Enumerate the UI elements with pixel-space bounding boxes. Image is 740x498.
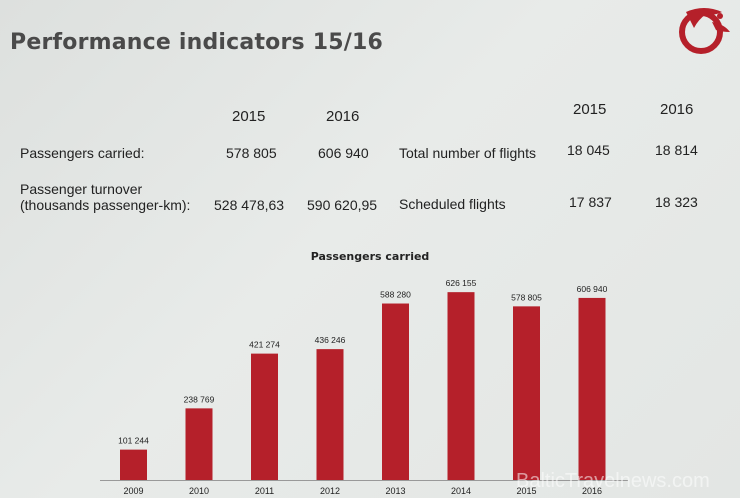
data-label-2009: 101 244 — [118, 436, 149, 446]
airline-logo-icon — [679, 8, 730, 54]
bar-2009 — [120, 449, 147, 480]
total-flights-2016: 18 814 — [655, 142, 698, 158]
bar-2012 — [316, 349, 344, 480]
passengers-carried-label: Passengers carried: — [20, 145, 145, 161]
data-label-2016: 606 940 — [577, 284, 608, 294]
left-year-2016: 2016 — [326, 108, 360, 125]
x-tick-2011: 2011 — [255, 486, 274, 496]
scheduled-flights-2016: 18 323 — [655, 194, 698, 210]
data-label-2011: 421 274 — [249, 340, 280, 350]
bar-2010 — [185, 408, 213, 480]
data-label-2015: 578 805 — [511, 292, 542, 302]
x-tick-2015: 2015 — [516, 486, 536, 496]
total-flights-2015: 18 045 — [567, 142, 610, 158]
right-year-2016: 2016 — [660, 101, 694, 118]
page-title: Performance indicators 15/16 — [10, 30, 383, 55]
bar-2013 — [382, 303, 409, 480]
bar-2015 — [513, 306, 540, 480]
x-tick-2016: 2016 — [582, 486, 602, 496]
right-year-2015: 2015 — [573, 101, 607, 118]
left-year-2015: 2015 — [232, 108, 266, 125]
x-tick-2014: 2014 — [451, 486, 471, 496]
scheduled-flights-2015: 17 837 — [569, 194, 612, 210]
x-tick-2009: 2009 — [123, 486, 143, 496]
bar-2011 — [251, 353, 278, 480]
scheduled-flights-label: Scheduled flights — [399, 196, 506, 212]
watermark: BalticTravelnews.com — [516, 470, 710, 492]
x-tick-2012: 2012 — [320, 486, 340, 496]
passenger-turnover-2015: 528 478,63 — [214, 197, 285, 213]
bar-2016 — [578, 297, 606, 480]
x-tick-2013: 2013 — [385, 486, 405, 496]
passengers-carried-2016: 606 940 — [318, 145, 369, 161]
total-flights-label: Total number of flights — [399, 145, 536, 161]
data-label-2012: 436 246 — [315, 335, 346, 345]
passenger-turnover-label-line1: Passenger turnover — [20, 181, 143, 197]
chart-title: Passengers carried — [310, 250, 430, 263]
data-label-2014: 626 155 — [446, 278, 477, 288]
passenger-turnover-label-line2: (thousands passenger-km): — [20, 197, 191, 213]
passenger-turnover-2016: 590 620,95 — [307, 197, 378, 213]
x-tick-2010: 2010 — [189, 486, 209, 496]
data-label-2013: 588 280 — [380, 290, 411, 300]
data-label-2010: 238 769 — [184, 394, 215, 404]
bar-2014 — [447, 292, 475, 480]
passengers-carried-2015: 578 805 — [226, 145, 277, 161]
